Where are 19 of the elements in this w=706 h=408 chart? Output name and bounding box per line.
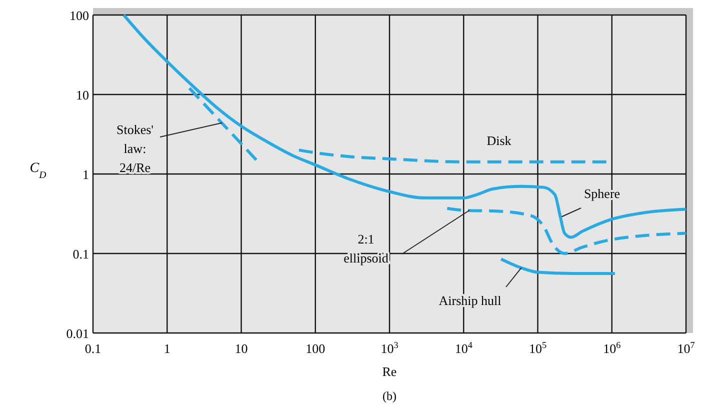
annotation: Disk (486, 132, 512, 148)
y-tick-label: 100 (70, 8, 89, 23)
annotation: Stokes' law: 24/Re (116, 122, 154, 175)
x-tick-label: 10$^{5}$ (528, 340, 547, 356)
annotation: 2:1 ellipsoid (344, 232, 389, 266)
y-tick-label: 0.01 (66, 326, 89, 341)
y-tick-label: 10 (76, 88, 89, 102)
x-tick-label: 10 (234, 341, 248, 356)
x-axis-title: Re (382, 364, 397, 379)
y-tick-label: 1 (82, 167, 89, 182)
y-tick-label: 0.1 (72, 246, 89, 262)
x-tick-label: 10$^{3}$ (380, 340, 399, 356)
y-axis-title: C$_{D}$ (30, 161, 46, 180)
x-tick-label: 10$^{7}$ (677, 340, 696, 356)
x-tick-label: 10$^{4}$ (454, 340, 473, 356)
x-tick-label: 10$^{6}$ (603, 340, 622, 356)
text: (b) (382, 389, 396, 403)
x-tick-label: 100 (306, 341, 326, 356)
x-tick-label: 1 (164, 341, 170, 356)
